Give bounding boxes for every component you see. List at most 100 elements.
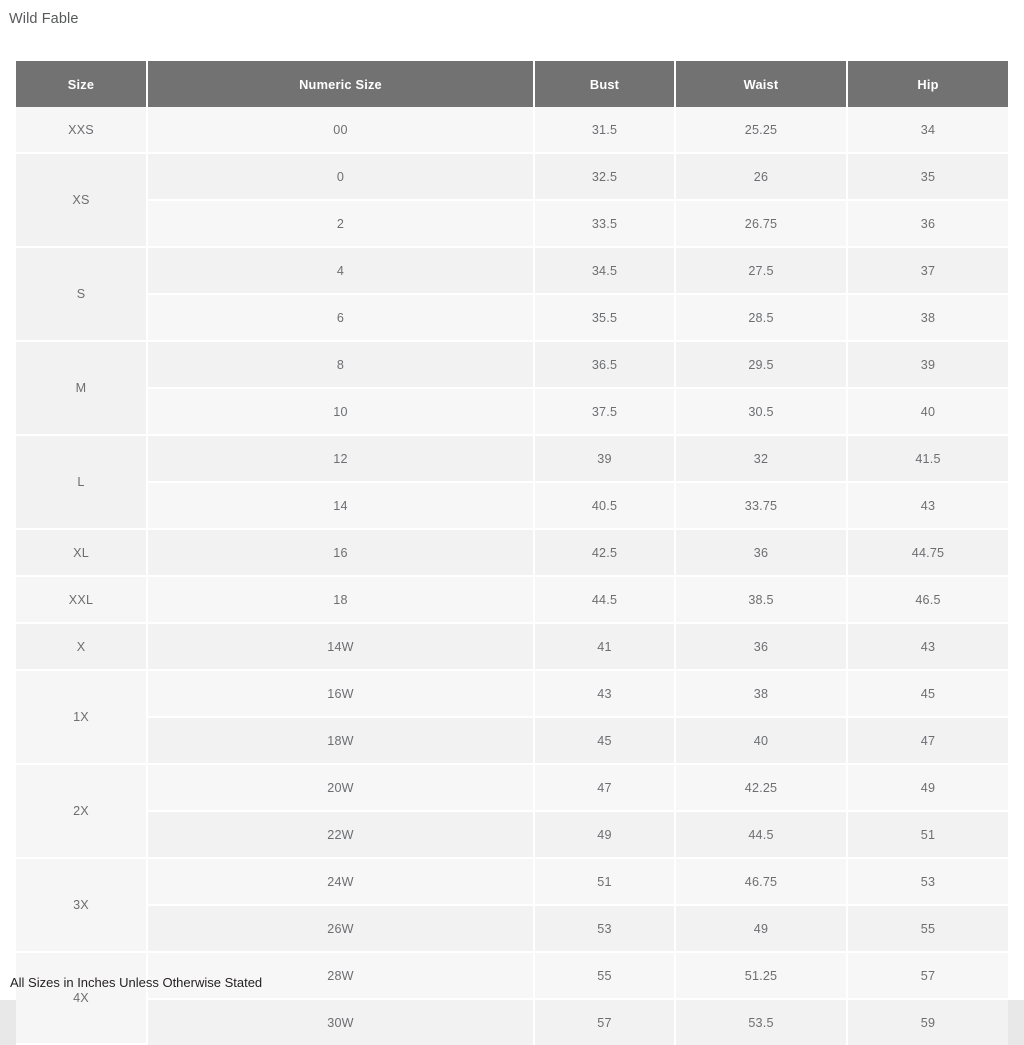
cell-waist: 32 xyxy=(676,436,848,483)
cell-hip: 57 xyxy=(848,953,1008,1000)
cell-hip: 51 xyxy=(848,812,1008,859)
cell-bust: 40.5 xyxy=(535,483,676,530)
cell-waist: 36 xyxy=(676,624,848,671)
cell-bust: 49 xyxy=(535,812,676,859)
cell-numeric: 14 xyxy=(148,483,535,530)
cell-bust: 31.5 xyxy=(535,107,676,154)
cell-hip: 34 xyxy=(848,107,1008,154)
table-row: M 8 36.5 29.5 39 xyxy=(16,342,1008,436)
cell-numeric: 16W xyxy=(148,671,535,718)
cell-numeric: 10 xyxy=(148,389,535,436)
cell-waist: 42.25 xyxy=(676,765,848,812)
cell-hip: 35 xyxy=(848,154,1008,201)
table-row: XXL 18 44.5 38.5 46.5 xyxy=(16,577,1008,624)
cell-bust: 41 xyxy=(535,624,676,671)
header-row: Size Numeric Size Bust Waist Hip xyxy=(16,61,1008,107)
cell-hip: 46.5 xyxy=(848,577,1008,624)
cell-numeric: 20W xyxy=(148,765,535,812)
cell-numeric: 14W xyxy=(148,624,535,671)
cell-size: 3X xyxy=(16,859,148,953)
cell-numeric: 28W xyxy=(148,953,535,1000)
cell-size: XS xyxy=(16,154,148,248)
cell-size: XL xyxy=(16,530,148,577)
cell-waist: 49 xyxy=(676,906,848,953)
cell-size: 1X xyxy=(16,671,148,765)
cell-waist: 25.25 xyxy=(676,107,848,154)
cell-waist: 53.5 xyxy=(676,1000,848,1045)
column-header-numeric: Numeric Size xyxy=(148,61,535,107)
footnote-text: All Sizes in Inches Unless Otherwise Sta… xyxy=(10,975,263,990)
cell-numeric: 12 xyxy=(148,436,535,483)
table-row: 26W 53 49 55 xyxy=(16,906,1008,953)
cell-numeric: 8 xyxy=(148,342,535,389)
table-row: 18W 45 40 47 xyxy=(16,718,1008,765)
cell-size: M xyxy=(16,342,148,436)
cell-hip: 37 xyxy=(848,248,1008,295)
cell-numeric: 18 xyxy=(148,577,535,624)
cell-waist: 29.5 xyxy=(676,342,848,389)
cell-hip: 39 xyxy=(848,342,1008,389)
cell-size: XXL xyxy=(16,577,148,624)
cell-waist: 44.5 xyxy=(676,812,848,859)
cell-numeric: 0 xyxy=(148,154,535,201)
cell-numeric: 6 xyxy=(148,295,535,342)
table-row: 22W 49 44.5 51 xyxy=(16,812,1008,859)
size-chart-container: Size Numeric Size Bust Waist Hip XXS 00 31… xyxy=(16,61,1008,1045)
table-row: XS 0 32.5 26 35 xyxy=(16,154,1008,248)
table-row: 3X 24W 51 46.75 53 xyxy=(16,859,1008,953)
cell-waist: 51.25 xyxy=(676,953,848,1000)
cell-size: 4X xyxy=(16,953,148,1045)
cell-hip: 55 xyxy=(848,906,1008,953)
cell-bust: 35.5 xyxy=(535,295,676,342)
table-row: L 12 39 32 41.5 xyxy=(16,436,1008,530)
cell-hip: 59 xyxy=(848,1000,1008,1045)
cell-bust: 32.5 xyxy=(535,154,676,201)
cell-numeric: 4 xyxy=(148,248,535,295)
table-row: 2 33.5 26.75 36 xyxy=(16,201,1008,248)
table-body: XXS 00 31.5 25.25 34 XS 0 32.5 26 35 2 33.5 26.75 36 S… xyxy=(16,107,1008,1045)
column-header-bust: Bust xyxy=(535,61,676,107)
table-row: 2X 20W 47 42.25 49 xyxy=(16,765,1008,859)
cell-waist: 28.5 xyxy=(676,295,848,342)
cell-bust: 55 xyxy=(535,953,676,1000)
table-row: S 4 34.5 27.5 37 xyxy=(16,248,1008,342)
cell-bust: 57 xyxy=(535,1000,676,1045)
cell-bust: 37.5 xyxy=(535,389,676,436)
cell-size: 2X xyxy=(16,765,148,859)
cell-hip: 43 xyxy=(848,483,1008,530)
cell-waist: 26.75 xyxy=(676,201,848,248)
cell-numeric: 18W xyxy=(148,718,535,765)
cell-numeric: 26W xyxy=(148,906,535,953)
cell-bust: 43 xyxy=(535,671,676,718)
size-chart-table: Size Numeric Size Bust Waist Hip XXS 00 31… xyxy=(16,61,1008,1045)
table-row: 30W 57 53.5 59 xyxy=(16,1000,1008,1045)
cell-hip: 53 xyxy=(848,859,1008,906)
table-row: 6 35.5 28.5 38 xyxy=(16,295,1008,342)
cell-waist: 30.5 xyxy=(676,389,848,436)
cell-hip: 43 xyxy=(848,624,1008,671)
cell-size: L xyxy=(16,436,148,530)
cell-numeric: 30W xyxy=(148,1000,535,1045)
column-header-waist: Waist xyxy=(676,61,848,107)
cell-waist: 33.75 xyxy=(676,483,848,530)
cell-size: S xyxy=(16,248,148,342)
cell-hip: 47 xyxy=(848,718,1008,765)
cell-bust: 33.5 xyxy=(535,201,676,248)
cell-hip: 45 xyxy=(848,671,1008,718)
cell-waist: 40 xyxy=(676,718,848,765)
cell-waist: 27.5 xyxy=(676,248,848,295)
cell-waist: 36 xyxy=(676,530,848,577)
cell-hip: 36 xyxy=(848,201,1008,248)
cell-waist: 46.75 xyxy=(676,859,848,906)
cell-size: X xyxy=(16,624,148,671)
cell-numeric: 16 xyxy=(148,530,535,577)
cell-bust: 42.5 xyxy=(535,530,676,577)
table-header: Size Numeric Size Bust Waist Hip xyxy=(16,61,1008,107)
cell-bust: 47 xyxy=(535,765,676,812)
cell-bust: 39 xyxy=(535,436,676,483)
cell-waist: 38 xyxy=(676,671,848,718)
cell-waist: 38.5 xyxy=(676,577,848,624)
cell-numeric: 22W xyxy=(148,812,535,859)
